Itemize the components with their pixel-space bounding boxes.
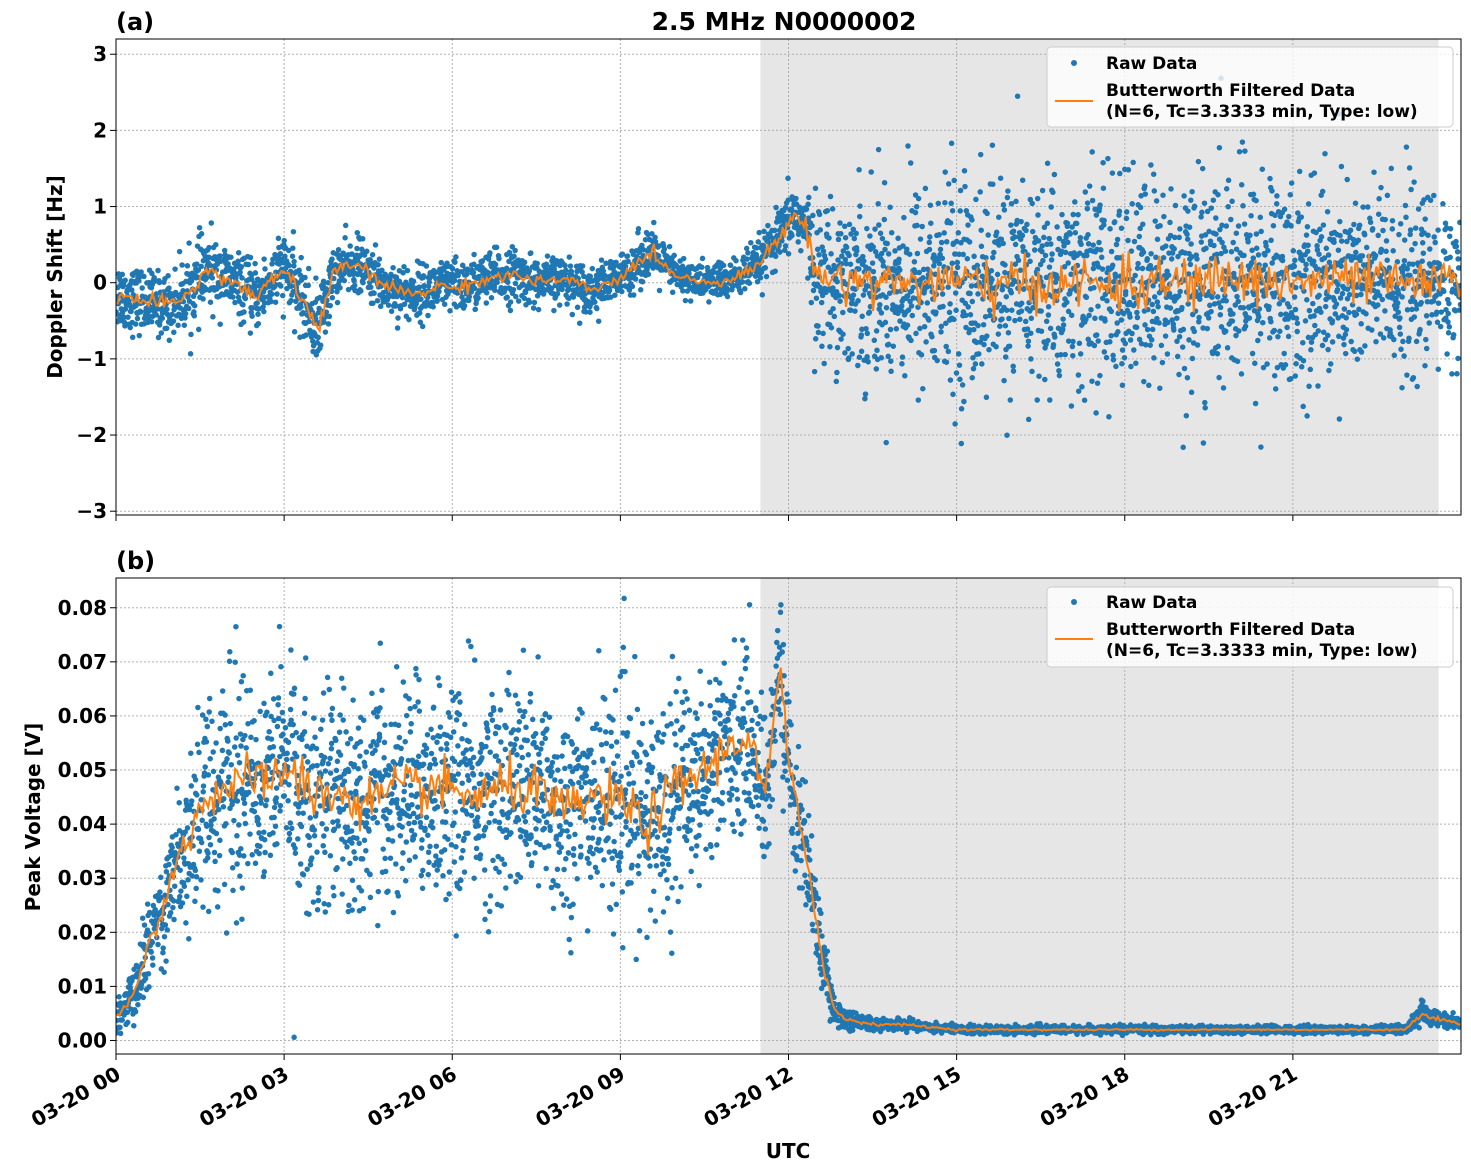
y-tick-label: 0.01 [58,974,107,998]
y-tick-label: 3 [93,42,107,66]
y-tick-label: −1 [76,347,107,371]
legend-a: Raw Data Butterworth Filtered Data (N=6,… [1046,46,1454,128]
y-axis-label-a: Doppler Shift [Hz] [43,175,67,379]
legend-filtered-label-a: Butterworth Filtered Data [1106,81,1355,101]
x-tick-label: 03-20 15 [868,1062,966,1132]
x-axis-b: 03-20 00 03-20 03 03-20 06 03-20 09 03-20 12… [27,1054,1301,1132]
x-tick-label: 03-20 09 [531,1062,629,1132]
filtered-line-a [116,211,1461,334]
x-tick-label: 03-20 03 [195,1062,293,1132]
legend-raw-label-a: Raw Data [1106,54,1197,74]
y-axis-a: 3 2 1 0 −1 −2 −3 [76,42,116,523]
y-tick-label: −3 [76,499,107,523]
chart-title: 2.5 MHz N0000002 [652,7,917,36]
legend-filtered-label-b: Butterworth Filtered Data [1106,620,1355,640]
y-axis-b: 0.08 0.07 0.06 0.05 0.04 0.03 0.02 0.01 0.00 [58,596,116,1052]
y-tick-label: 1 [93,195,107,219]
y-tick-label: 0 [93,271,107,295]
panel-a-doppler: 3 2 1 0 −1 −2 −3 (a) Doppler Shift [Hz] Raw Da… [43,8,1462,523]
legend-box-a [1046,46,1454,128]
y-axis-label-b: Peak Voltage [V] [21,723,45,912]
x-tick-label: 03-20 21 [1204,1062,1302,1132]
y-tick-label: 2 [93,118,107,142]
panel-b-voltage: 0.08 0.07 0.06 0.05 0.04 0.03 0.02 0.01 0.00 03-… [21,547,1462,1163]
y-tick-label: 0.02 [58,920,107,944]
x-tick-label: 03-20 00 [27,1062,125,1132]
x-axis-label: UTC [766,1139,811,1163]
y-tick-label: 0.05 [58,758,107,782]
filtered-line-b [116,667,1461,1033]
legend-box-b [1046,586,1454,668]
x-tick-label: 03-20 06 [363,1062,461,1132]
legend-filtered-params-b: (N=6, Tc=3.3333 min, Type: low) [1106,641,1418,661]
legend-b: Raw Data Butterworth Filtered Data (N=6,… [1046,586,1454,668]
legend-raw-marker-b [1071,599,1077,605]
y-tick-label: 0.06 [58,704,107,728]
y-tick-label: 0.08 [58,596,107,620]
legend-raw-label-b: Raw Data [1106,593,1197,613]
y-tick-label: 0.03 [58,866,107,890]
panel-label-b: (b) [116,547,155,575]
x-tick-label: 03-20 12 [699,1062,797,1132]
y-tick-label: 0.07 [58,650,107,674]
y-tick-label: −2 [76,423,107,447]
legend-filtered-params-a: (N=6, Tc=3.3333 min, Type: low) [1106,102,1418,122]
legend-raw-marker-a [1071,60,1077,66]
x-tick-label: 03-20 18 [1036,1062,1134,1132]
y-tick-label: 0.00 [58,1028,107,1052]
panel-label-a: (a) [116,8,154,36]
y-tick-label: 0.04 [58,812,107,836]
x-axis-ticks-a [115,515,1294,521]
